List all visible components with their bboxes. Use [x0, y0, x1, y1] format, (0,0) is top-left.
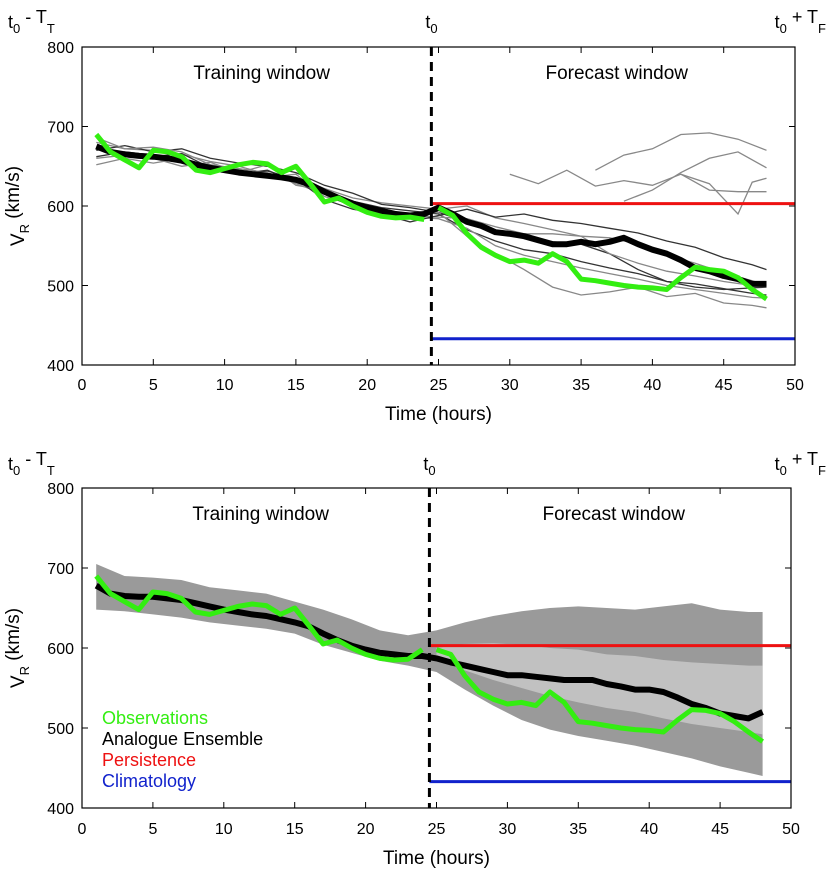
forecast-window-label: Forecast window: [542, 504, 685, 525]
top-label-t0: t0: [423, 454, 435, 478]
x-tick-label: 25: [428, 821, 446, 838]
y-tick-label: 600: [47, 641, 74, 658]
y-tick-label: 600: [47, 199, 74, 216]
y-tick-label: 400: [47, 801, 74, 818]
observations-line-training: [94, 574, 424, 663]
x-tick-label: 40: [644, 377, 662, 394]
x-axis-label: Time (hours): [385, 404, 492, 425]
y-tick-label: 700: [47, 561, 74, 578]
x-tick-label: 50: [786, 377, 804, 394]
y-axis-label: VR (km/s): [3, 608, 32, 688]
y-tick-label: 500: [47, 279, 74, 296]
x-tick-label: 10: [216, 377, 234, 394]
legend-entry: Observations: [102, 708, 208, 728]
ensemble-member-line: [680, 173, 767, 216]
top-label-forecast-end: t0 + TF: [775, 7, 826, 36]
top-label-t0: t0: [425, 12, 437, 36]
legend-entry: Persistence: [102, 750, 196, 770]
ensemble-member-line: [623, 151, 767, 202]
y-tick-label: 800: [47, 40, 74, 57]
observations-line-training: [94, 132, 425, 222]
x-tick-label: 45: [711, 821, 729, 838]
y-tick-label: 500: [47, 721, 74, 738]
plot-area: [94, 132, 795, 341]
x-tick-label: 30: [499, 821, 517, 838]
y-axis-label: VR (km/s): [3, 166, 32, 246]
x-tick-label: 35: [569, 821, 587, 838]
y-tick-label: 800: [47, 481, 74, 498]
x-tick-label: 0: [78, 821, 87, 838]
x-tick-label: 0: [78, 377, 87, 394]
ensemble-member-line: [509, 169, 767, 193]
x-tick-label: 15: [286, 821, 304, 838]
ensemble-member-line: [96, 136, 767, 309]
y-tick-label: 700: [47, 120, 74, 137]
x-tick-label: 35: [572, 377, 590, 394]
training-window-label: Training window: [193, 63, 330, 84]
top-label-forecast-end: t0 + TF: [775, 449, 826, 478]
training-window-label: Training window: [192, 504, 329, 525]
x-tick-label: 50: [782, 821, 800, 838]
x-tick-label: 5: [149, 377, 158, 394]
forecast-window-label: Forecast window: [545, 63, 688, 84]
x-tick-label: 40: [640, 821, 658, 838]
x-tick-label: 25: [430, 377, 448, 394]
observations-line-forecast: [437, 205, 768, 302]
top-label-training-start: t0 - TT: [8, 449, 55, 478]
x-tick-label: 45: [715, 377, 733, 394]
x-tick-label: 30: [501, 377, 519, 394]
top-label-training-start: t0 - TT: [8, 7, 55, 36]
ensemble-spread-inner: [436, 643, 763, 735]
x-tick-label: 10: [215, 821, 233, 838]
x-axis-label: Time (hours): [383, 848, 490, 869]
x-tick-label: 20: [358, 377, 376, 394]
y-tick-label: 400: [47, 358, 74, 375]
ensemble-mean-line: [95, 143, 767, 287]
ensemble-member-line: [595, 132, 767, 171]
x-tick-label: 5: [148, 821, 157, 838]
legend-entry: Climatology: [102, 771, 196, 791]
ensemble-member-line: [96, 154, 767, 287]
x-tick-label: 15: [287, 377, 305, 394]
x-tick-label: 20: [357, 821, 375, 838]
chart-panel-top: 0 5 10 15 20 25 30 35 40 45 50 400 500 600 700 800 Time …: [3, 7, 826, 425]
legend-entry: Analogue Ensemble: [102, 729, 263, 749]
observations-line-forecast: [435, 647, 765, 744]
chart-panel-bottom: 0 5 10 15 20 25 30 35 40 45 50 400 500 600 700 800 Time …: [3, 449, 826, 869]
